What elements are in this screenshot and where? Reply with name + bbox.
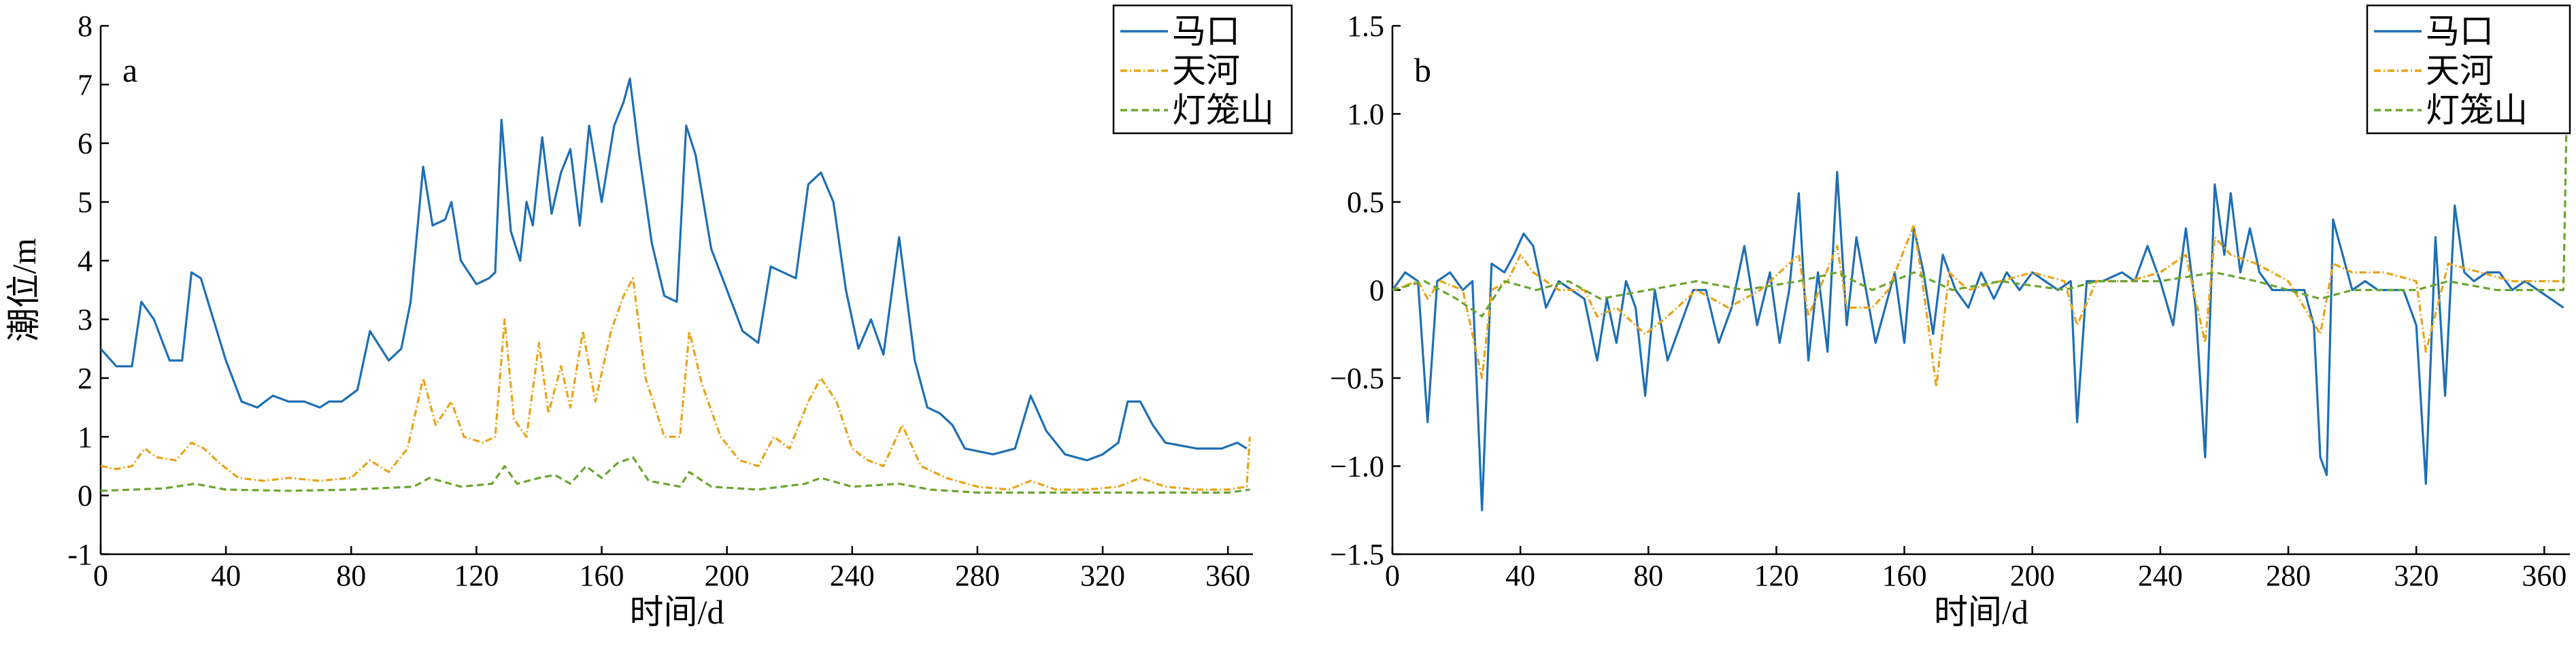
y-tick-label: 1	[78, 420, 93, 454]
x-tick-label: 120	[1754, 559, 1799, 592]
legend-label: 马口	[1172, 12, 1240, 50]
legend-label: 马口	[2426, 12, 2494, 50]
y-tick-label: 1.5	[1347, 10, 1384, 43]
y-tick-label: 3	[78, 303, 93, 337]
series-line-1	[1392, 171, 2564, 511]
legend-label: 灯笼山	[2426, 91, 2528, 129]
x-tick-label: 320	[1080, 559, 1125, 592]
x-tick-label: 40	[211, 559, 241, 592]
y-tick-label: −0.5	[1330, 362, 1384, 395]
y-tick-label: 0.5	[1347, 186, 1384, 219]
y-tick-label: 1.0	[1347, 98, 1384, 131]
panel-label: b	[1414, 51, 1431, 89]
x-tick-label: 280	[2266, 559, 2311, 592]
x-tick-label: 0	[1385, 559, 1400, 592]
y-axis-title: 潮位/m	[5, 238, 43, 342]
x-tick-label: 360	[2522, 559, 2566, 592]
x-axis-title: 时间/d	[1934, 593, 2028, 631]
x-tick-label: 0	[93, 559, 108, 592]
x-tick-label: 120	[454, 559, 499, 592]
legend-label: 天河	[1172, 52, 1240, 90]
x-tick-label: 160	[1882, 559, 1927, 592]
x-axis-title: 时间/d	[630, 593, 724, 631]
y-tick-label: 4	[78, 244, 93, 277]
x-tick-label: 200	[2010, 559, 2055, 592]
x-tick-label: 200	[705, 559, 750, 592]
x-tick-label: 320	[2394, 559, 2439, 592]
y-tick-label: −1.0	[1330, 450, 1384, 483]
y-tick-label: 2	[78, 362, 93, 395]
x-tick-label: 160	[580, 559, 624, 592]
x-tick-label: 80	[1633, 559, 1663, 592]
y-tick-label: 5	[78, 186, 93, 219]
y-tick-label: −1.5	[1330, 538, 1384, 571]
x-tick-label: 360	[1205, 559, 1250, 592]
x-tick-label: 240	[830, 559, 875, 592]
y-tick-label: 7	[78, 68, 93, 101]
x-tick-label: 240	[2138, 559, 2183, 592]
series-line-3	[101, 456, 1250, 494]
series-line-1	[101, 78, 1248, 462]
x-tick-label: 80	[336, 559, 366, 592]
y-tick-label: 6	[78, 127, 93, 160]
legend-box	[2366, 4, 2571, 135]
chart-panel-b: 0 40 80 120 160 200 240 280 320 360 −1.5 −1.0 −0.5 0 0…	[1330, 4, 2571, 631]
series-line-3	[1392, 114, 2568, 318]
y-tick-label: 0	[1369, 274, 1384, 307]
y-tick-label: 8	[78, 10, 93, 43]
x-tick-label: 280	[955, 559, 1000, 592]
y-tick-label: 0	[78, 479, 93, 513]
series-line-2	[101, 277, 1251, 491]
panel-label: a	[122, 51, 137, 89]
chart-panel-a: 0 40 80 120 160 200 240 280 320 360-1012345678时间/…	[5, 4, 1293, 631]
legend-label: 灯笼山	[1172, 91, 1274, 129]
legend-label: 天河	[2426, 52, 2494, 90]
series-line-2	[1392, 224, 2564, 388]
legend-box	[1112, 4, 1293, 135]
x-tick-label: 40	[1505, 559, 1535, 592]
y-tick-label: -1	[67, 538, 93, 571]
